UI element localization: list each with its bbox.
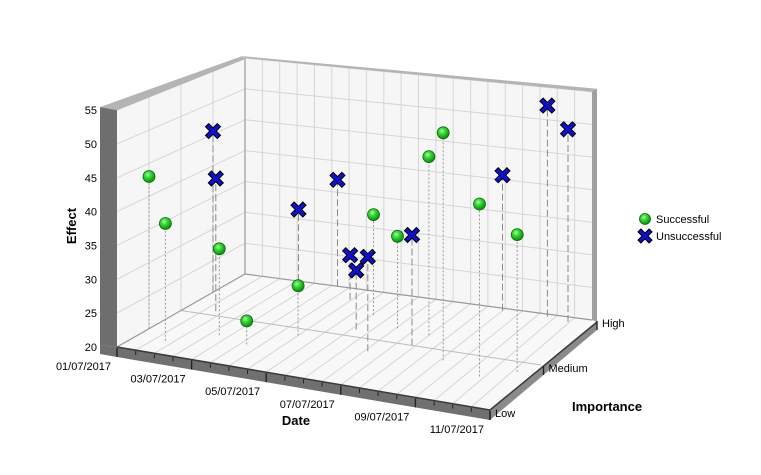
data-point-unsuccessful bbox=[403, 226, 421, 244]
z-tick-label: Low bbox=[495, 408, 515, 420]
data-point-successful bbox=[158, 217, 172, 230]
data-point-successful bbox=[510, 228, 524, 242]
data-point-unsuccessful bbox=[559, 121, 577, 138]
floor-front-edge bbox=[116, 346, 491, 411]
x-tick-label: 07/07/2017 bbox=[280, 399, 335, 411]
legend-cross-icon bbox=[637, 228, 653, 244]
data-point-unsuccessful bbox=[347, 262, 365, 279]
data-point-unsuccessful bbox=[329, 171, 346, 189]
y-tick-label: 45 bbox=[85, 173, 97, 185]
data-point-successful bbox=[240, 314, 254, 328]
data-point-unsuccessful bbox=[539, 97, 556, 114]
data-point-unsuccessful bbox=[359, 248, 377, 266]
floor-front-border bbox=[100, 345, 490, 420]
back-wall-top-border bbox=[242, 56, 597, 92]
legend-label-successful: Successful bbox=[656, 214, 709, 226]
y-tick-label: 25 bbox=[85, 308, 97, 320]
data-point-successful bbox=[367, 208, 380, 222]
data-point-unsuccessful bbox=[290, 201, 307, 218]
data-point-successful bbox=[436, 126, 450, 140]
legend-item-successful[interactable]: Successful bbox=[639, 213, 710, 227]
x-tick-label: 03/07/2017 bbox=[131, 374, 186, 386]
data-point-successful bbox=[422, 150, 436, 164]
x-axis-title: Date bbox=[282, 413, 310, 428]
data-point-successful bbox=[473, 197, 486, 211]
y-tick-label: 55 bbox=[85, 105, 97, 117]
data-point-successful bbox=[212, 242, 226, 256]
y-tick-label: 50 bbox=[85, 139, 97, 151]
data-point-unsuccessful bbox=[494, 166, 511, 184]
data-marks bbox=[142, 97, 577, 377]
axis-ticks: 20 25 30 35 40 45 50 55 01/07/2017 03/07/2017 05/0… bbox=[56, 105, 625, 436]
x-tick-label: 01/07/2017 bbox=[56, 361, 111, 373]
y-tick-label: 30 bbox=[85, 274, 97, 286]
y-tick-label: 20 bbox=[85, 342, 97, 354]
data-point-unsuccessful bbox=[204, 122, 222, 140]
legend-item-unsuccessful[interactable]: Unsuccessful bbox=[637, 228, 721, 244]
legend-label-unsuccessful: Unsuccessful bbox=[656, 231, 721, 243]
x-tick-label: 09/07/2017 bbox=[354, 411, 409, 423]
x-tick-label: 05/07/2017 bbox=[205, 386, 260, 398]
data-point-unsuccessful bbox=[207, 170, 225, 187]
legend: Successful Unsuccessful bbox=[637, 213, 721, 244]
data-point-successful bbox=[291, 279, 305, 293]
legend-sphere-icon bbox=[639, 213, 651, 225]
back-wall-right-border bbox=[592, 88, 597, 322]
y-axis-title: Effect bbox=[64, 207, 79, 244]
x-tick-label: 11/07/2017 bbox=[430, 424, 484, 436]
y-tick-label: 35 bbox=[85, 240, 97, 252]
y-tick-label: 40 bbox=[85, 207, 97, 219]
floor-left-edge bbox=[116, 273, 246, 348]
data-point-successful bbox=[391, 229, 404, 243]
left-wall-top-border bbox=[100, 56, 245, 111]
z-tick-label: Medium bbox=[549, 363, 588, 375]
left-wall-front-border bbox=[100, 107, 117, 347]
data-point-unsuccessful bbox=[341, 246, 359, 264]
data-point-successful bbox=[142, 170, 156, 183]
z-axis-title: Importance bbox=[572, 399, 642, 414]
z-tick-label: High bbox=[602, 318, 625, 330]
